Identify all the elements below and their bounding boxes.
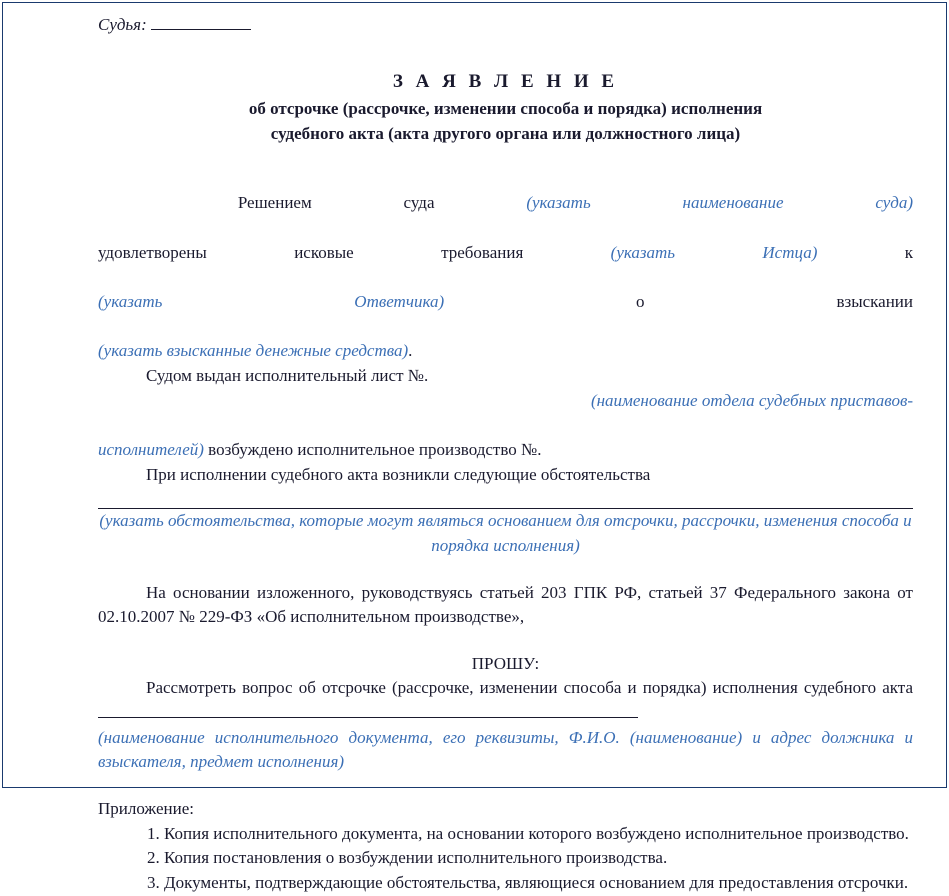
attachments-list: Копия исполнительного документа, на осно… <box>98 822 913 896</box>
proshy-heading: ПРОШУ: <box>98 652 913 677</box>
body-request: Рассмотреть вопрос об отсрочке (рассрочк… <box>98 676 913 725</box>
hint-circ: (указать обстоятельства, которые могут я… <box>98 509 913 558</box>
text: . <box>537 440 541 459</box>
text: Судом выдан исполнительный лист № <box>146 366 424 385</box>
hint: (наименование отдела судебных приставов- <box>591 391 913 410</box>
text: При исполнении судебного акта возникли с… <box>146 465 650 484</box>
hint: наименование <box>683 193 784 212</box>
text: к <box>905 243 913 262</box>
body-line-1: Решением суда (указать наименование суда… <box>98 191 913 240</box>
judge-label: Судья: <box>98 15 147 34</box>
text: Рассмотреть вопрос об отсрочке (рассрочк… <box>146 678 913 697</box>
text: исковые <box>294 243 354 262</box>
document-page: Судья: З А Я В Л Е Н И Е об отсрочке (ра… <box>2 2 947 788</box>
hint: (указать взысканные денежные средства) <box>98 341 408 360</box>
attachment-item: Копия исполнительного документа, на осно… <box>98 822 913 847</box>
text: возбуждено исполнительное производство № <box>204 440 537 459</box>
text: взыскании <box>836 292 913 311</box>
attachment-item: Документы, подтверждающие обстоятельства… <box>98 871 913 896</box>
blank-full <box>98 487 913 509</box>
text: . <box>408 341 412 360</box>
text: суда <box>404 193 435 212</box>
blank-request <box>98 701 638 718</box>
body-basis: На основании изложенного, руководствуясь… <box>98 581 913 630</box>
attachment-item: Копия постановления о возбуждении исполн… <box>98 846 913 871</box>
hint: (указать <box>611 243 675 262</box>
body-line-6a: (наименование отдела судебных приставов- <box>98 389 913 438</box>
hint-doc: (наименование исполнительного документа,… <box>98 726 913 775</box>
judge-line: Судья: <box>98 13 913 38</box>
body-line-4: (указать взысканные денежные средства). <box>98 339 913 364</box>
body-line-5: Судом выдан исполнительный лист №. <box>98 364 913 389</box>
hint: Истца) <box>762 243 817 262</box>
text: удовлетворены <box>98 243 207 262</box>
body-line-7: При исполнении судебного акта возникли с… <box>98 463 913 488</box>
text: требования <box>441 243 523 262</box>
hint: (указать <box>526 193 590 212</box>
text: о <box>636 292 645 311</box>
body-line-2: удовлетворены исковые требования (указат… <box>98 241 913 290</box>
body-line-6b: исполнителей) возбуждено исполнительное … <box>98 438 913 463</box>
body-line-3: (указать Ответчика) о взыскании <box>98 290 913 339</box>
hint: (указать <box>98 292 162 311</box>
title-sub1: об отсрочке (рассрочке, изменении способ… <box>98 97 913 122</box>
text: Решением <box>238 193 312 212</box>
judge-blank <box>151 29 251 30</box>
hint: исполнителей) <box>98 440 204 459</box>
title-main: З А Я В Л Е Н И Е <box>98 68 913 96</box>
title-block: З А Я В Л Е Н И Е об отсрочке (рассрочке… <box>98 68 913 147</box>
text: . <box>424 366 428 385</box>
title-sub2: судебного акта (акта другого органа или … <box>98 122 913 147</box>
hint: суда) <box>875 193 913 212</box>
attachments-title: Приложение: <box>98 797 913 822</box>
hint: Ответчика) <box>354 292 444 311</box>
